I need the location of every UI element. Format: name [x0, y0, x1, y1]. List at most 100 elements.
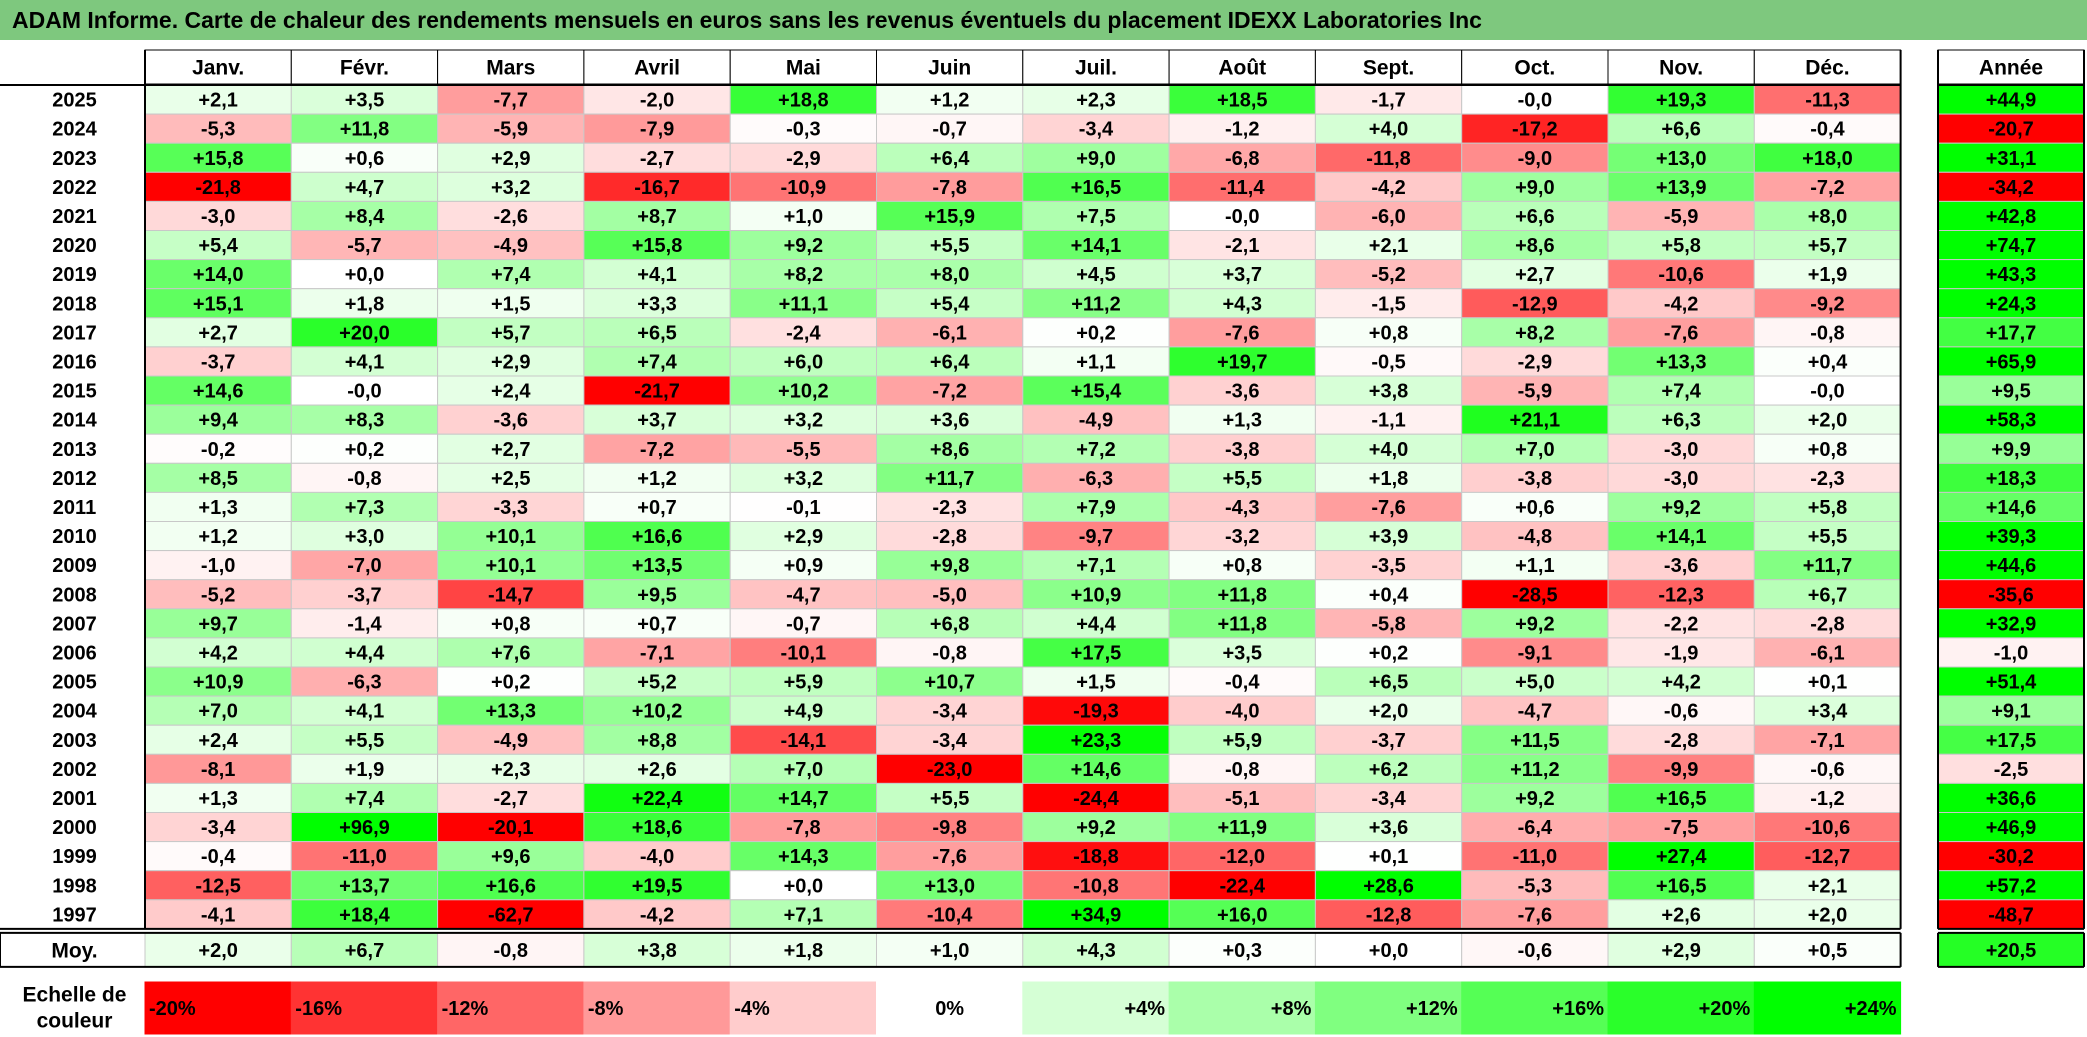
heatmap-cell-value: +1,1	[1076, 351, 1115, 373]
heatmap-cell-value: +0,2	[1076, 322, 1115, 344]
annual-cell-value: +24,3	[1986, 293, 2037, 315]
heatmap-cell	[876, 550, 1024, 581]
year-cell	[0, 433, 146, 464]
heatmap-cell	[1607, 404, 1755, 435]
heatmap-cell	[876, 724, 1024, 755]
heatmap-cell-value: +4,0	[1369, 439, 1408, 461]
scale-swatch-label: +20%	[1699, 998, 1751, 1020]
heatmap-cell	[1461, 200, 1609, 231]
annual-cell-value: -1,0	[1994, 642, 2028, 664]
year-label: 2020	[52, 235, 97, 257]
heatmap-cell-value: +1,5	[1076, 672, 1115, 694]
heatmap-cell-value: +16,5	[1656, 788, 1707, 810]
heatmap-cell-value: +7,6	[491, 642, 530, 664]
heatmap-cell-value: +9,2	[1661, 497, 1700, 519]
heatmap-cell-value: +4,1	[345, 701, 384, 723]
average-cell	[1168, 932, 1316, 968]
scale-swatch	[1753, 981, 1902, 1035]
heatmap-cell-value: +19,7	[1217, 351, 1268, 373]
heatmap-cell	[1168, 782, 1316, 814]
heatmap-cell-value: -7,0	[347, 555, 381, 577]
heatmap-cell-value: +14,6	[1071, 759, 1122, 781]
heatmap-cell-value: +3,6	[930, 410, 969, 432]
heatmap-cell-value: -5,9	[494, 119, 528, 141]
heatmap-cell-value: -4,0	[640, 846, 674, 868]
heatmap-cell	[1022, 404, 1170, 435]
heatmap-cell-value: -18,8	[1073, 846, 1119, 868]
heatmap-cell-value: +2,0	[1369, 701, 1408, 723]
year-label: 1998	[52, 875, 97, 897]
heatmap-cell-value: -6,3	[1079, 468, 1113, 490]
heatmap-cell-value: +1,0	[784, 206, 823, 228]
heatmap-cell	[1314, 375, 1463, 406]
heatmap-cell-value: -19,3	[1073, 701, 1119, 723]
heatmap-cell-value: -10,4	[927, 904, 973, 926]
heatmap-cell-value: -10,6	[1658, 264, 1704, 286]
heatmap-cell	[583, 812, 731, 843]
heatmap-cell	[1753, 753, 1902, 784]
heatmap-cell-value: +0,6	[1515, 497, 1554, 519]
heatmap-cell-value: -23,0	[927, 759, 973, 781]
heatmap-cell	[1461, 259, 1609, 290]
year-label: 2010	[52, 526, 97, 548]
heatmap-cell-value: +0,8	[1808, 439, 1847, 461]
heatmap-cell	[876, 375, 1024, 406]
heatmap-cell	[1607, 521, 1755, 552]
heatmap-cell-value: -11,0	[1513, 846, 1557, 868]
heatmap-cell-value: -0,7	[786, 613, 820, 635]
heatmap-cell	[1168, 142, 1316, 173]
heatmap-cell	[876, 521, 1024, 552]
heatmap-cell-value: -14,1	[781, 730, 827, 752]
heatmap-cell-value: -2,0	[640, 90, 674, 112]
heatmap-cell	[144, 521, 292, 552]
heatmap-cell	[1753, 637, 1902, 668]
heatmap-cell	[1168, 113, 1316, 144]
heatmap-cell-value: -7,6	[1518, 904, 1552, 926]
annual-cell	[1937, 521, 2085, 552]
scale-swatch	[876, 981, 1024, 1035]
heatmap-cell-value: +11,5	[1510, 730, 1560, 752]
heatmap-cell-value: +4,5	[1076, 264, 1115, 286]
heatmap-cell	[144, 404, 292, 435]
heatmap-cell-value: -3,2	[1225, 526, 1259, 548]
chart-title: ADAM Informe. Carte de chaleur des rende…	[0, 0, 2087, 40]
heatmap-cell-value: -0,4	[1225, 672, 1260, 694]
heatmap-cell	[437, 753, 585, 784]
heatmap-cell-value: -4,0	[1225, 701, 1259, 723]
heatmap-cell	[144, 375, 292, 406]
heatmap-cell	[1022, 142, 1170, 173]
heatmap-cell-value: -4,9	[494, 730, 528, 752]
heatmap-cell-value: -2,8	[932, 526, 966, 548]
heatmap-cell	[144, 288, 292, 319]
heatmap-cell-value: -2,3	[932, 497, 966, 519]
heatmap-cell	[1314, 259, 1463, 290]
heatmap-cell-value: +9,8	[930, 555, 969, 577]
annual-cell-value: +58,3	[1986, 410, 2037, 432]
heatmap-cell-value: +11,2	[1071, 293, 1121, 315]
heatmap-cell-value: -3,4	[932, 730, 967, 752]
heatmap-cell-value: -0,8	[932, 642, 966, 664]
heatmap-cell-value: +2,3	[1076, 90, 1115, 112]
heatmap-cell-value: -2,4	[786, 322, 821, 344]
heatmap-cell-value: +8,3	[345, 410, 384, 432]
heatmap-cell-value: -4,9	[1079, 410, 1113, 432]
heatmap-cell-value: +2,9	[491, 351, 530, 373]
annual-cell-value: -34,2	[1988, 177, 2034, 199]
heatmap-cell	[1461, 433, 1609, 464]
heatmap-cell	[290, 899, 439, 930]
heatmap-cell-value: +8,0	[930, 264, 969, 286]
average-cell	[729, 932, 878, 968]
heatmap-cell	[1461, 142, 1609, 173]
average-cell-value: +3,8	[637, 940, 676, 962]
heatmap-cell-value: +5,8	[1661, 235, 1700, 257]
heatmap-cell-value: +0,0	[345, 264, 384, 286]
heatmap-cell	[1753, 404, 1902, 435]
heatmap-cell-value: +16,5	[1656, 875, 1707, 897]
heatmap-cell	[1314, 637, 1463, 668]
average-cell-value: +6,7	[345, 940, 384, 962]
heatmap-cell-value: +96,9	[339, 817, 390, 839]
heatmap-cell-value: +7,0	[784, 759, 823, 781]
heatmap-cell	[1607, 288, 1755, 319]
heatmap-cell-value: +0,0	[784, 875, 823, 897]
heatmap-cell-value: +0,1	[1369, 846, 1408, 868]
